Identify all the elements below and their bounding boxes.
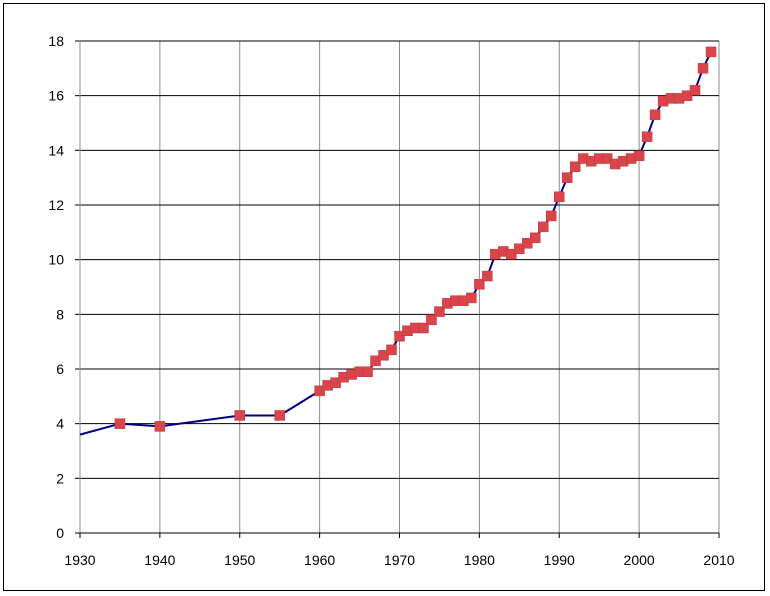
data-point-marker bbox=[154, 421, 166, 432]
data-point-marker bbox=[569, 161, 581, 172]
y-tick-label: 4 bbox=[56, 416, 64, 432]
data-point-marker bbox=[386, 344, 397, 356]
data-point-marker bbox=[330, 377, 341, 388]
data-point-marker bbox=[561, 172, 573, 183]
x-tick-label: 1980 bbox=[464, 552, 495, 568]
data-point-marker bbox=[530, 232, 541, 244]
x-tick-label: 1960 bbox=[304, 552, 335, 568]
data-point-marker bbox=[554, 191, 565, 203]
data-point-marker bbox=[418, 322, 429, 334]
data-point-marker bbox=[362, 366, 373, 377]
data-point-marker bbox=[697, 63, 709, 74]
x-tick-label: 1990 bbox=[544, 552, 575, 568]
x-tick-label: 2010 bbox=[703, 552, 734, 568]
y-tick-label: 18 bbox=[48, 33, 64, 49]
x-tick-label: 1930 bbox=[64, 552, 95, 568]
data-point-marker bbox=[546, 210, 557, 222]
data-point-marker bbox=[514, 243, 525, 254]
x-tick-label: 2000 bbox=[624, 552, 655, 568]
y-tick-label: 14 bbox=[48, 142, 64, 158]
data-point-marker bbox=[705, 46, 717, 58]
data-point-marker bbox=[482, 270, 493, 282]
y-tick-label: 2 bbox=[56, 470, 64, 486]
y-tick-label: 10 bbox=[48, 252, 64, 268]
series-line bbox=[79, 51, 712, 436]
data-point-marker bbox=[426, 314, 437, 326]
grid bbox=[80, 40, 720, 533]
marker-layer bbox=[114, 46, 717, 432]
data-point-marker bbox=[234, 410, 245, 421]
x-tick-label: 1950 bbox=[224, 552, 255, 568]
data-point-marker bbox=[538, 221, 549, 233]
y-tick-label: 16 bbox=[48, 88, 64, 104]
x-tick-label: 1940 bbox=[144, 552, 175, 568]
data-point-marker bbox=[681, 90, 693, 101]
data-point-marker bbox=[506, 248, 517, 260]
tick-labels: 1930 1940 1950 1960 1970 1980 1990 2000 2010 0 2 4 6… bbox=[48, 33, 734, 568]
data-point-marker bbox=[601, 153, 613, 164]
series-layer bbox=[79, 51, 712, 436]
y-tick-label: 6 bbox=[56, 361, 64, 377]
data-point-marker bbox=[378, 350, 389, 361]
data-point-marker bbox=[370, 355, 381, 367]
data-point-marker bbox=[474, 279, 485, 290]
data-point-marker bbox=[114, 418, 126, 429]
data-point-marker bbox=[649, 109, 661, 121]
data-point-marker bbox=[314, 385, 325, 397]
axes bbox=[75, 40, 720, 538]
data-point-marker bbox=[641, 131, 653, 142]
data-point-marker bbox=[522, 238, 533, 249]
data-point-marker bbox=[633, 150, 645, 162]
x-tick-label: 1970 bbox=[384, 552, 415, 568]
chart-frame bbox=[3, 3, 765, 591]
data-point-marker bbox=[466, 292, 477, 304]
data-point-marker bbox=[274, 410, 285, 421]
y-tick-label: 0 bbox=[56, 525, 64, 541]
data-point-marker bbox=[689, 84, 701, 96]
data-point-marker bbox=[434, 306, 445, 317]
y-tick-label: 12 bbox=[48, 197, 64, 213]
data-point-marker bbox=[394, 330, 405, 342]
y-tick-label: 8 bbox=[56, 306, 64, 322]
